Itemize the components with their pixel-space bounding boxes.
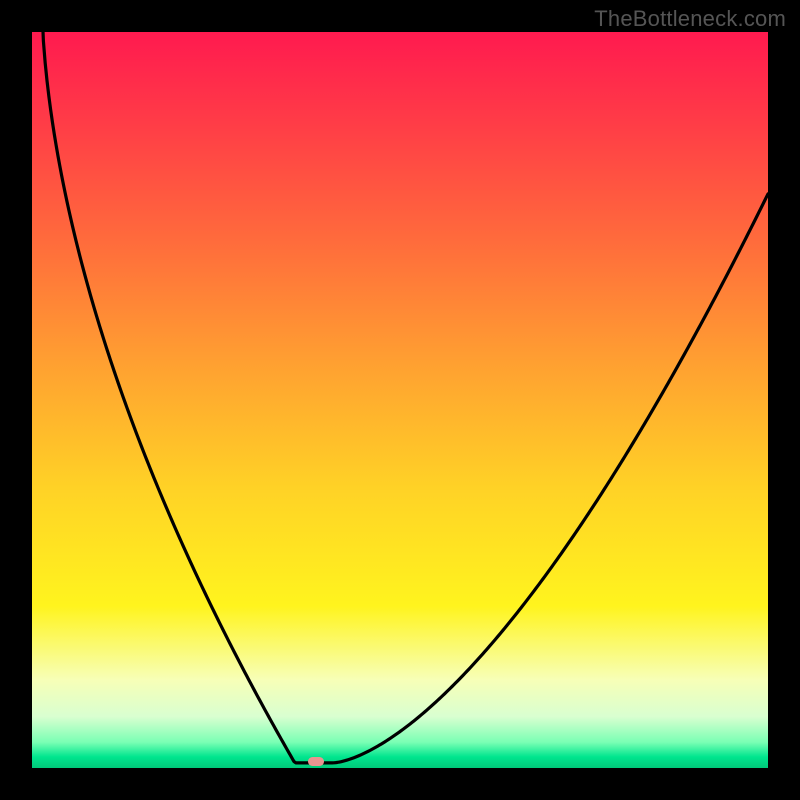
- optimal-marker: [308, 757, 324, 767]
- watermark-text: TheBottleneck.com: [594, 6, 786, 32]
- plot-gradient-bg: [32, 32, 768, 768]
- chart-frame: TheBottleneck.com: [0, 0, 800, 800]
